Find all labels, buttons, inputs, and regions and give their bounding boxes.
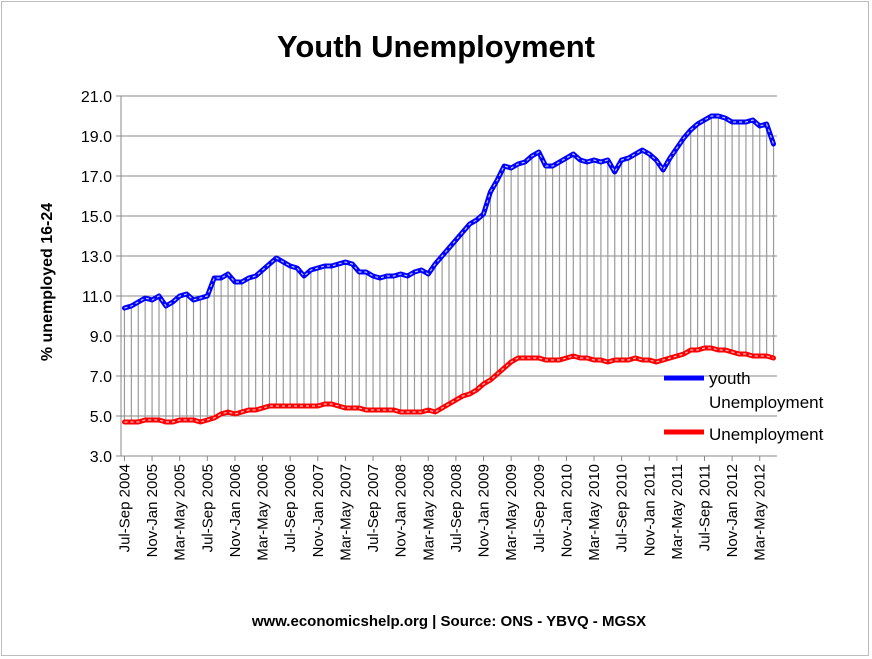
x-tick-label: Mar-May 2007 (337, 464, 354, 561)
y-tick-label: 7.0 (90, 369, 112, 386)
y-tick-label: 5.0 (90, 409, 112, 426)
x-tick-labels: Jul-Sep 2004 Nov-Jan 2005 Mar-May 2005 Jul-… (116, 456, 769, 561)
x-tick-label: Nov-Jan 2007 (310, 464, 327, 557)
y-tick-label: 19.0 (81, 129, 112, 146)
y-tick-label: 3.0 (90, 449, 112, 466)
x-tick-label: Mar-May 2006 (255, 464, 272, 561)
x-tick-label: Jul-Sep 2010 (614, 464, 631, 552)
x-tick-label: Jul-Sep 2004 (116, 464, 133, 552)
x-tick-label: Mar-May 2009 (503, 464, 520, 561)
legend-label-unemployment: Unemployment (709, 425, 824, 444)
drop-lines (123, 116, 775, 422)
x-tick-label: Jul-Sep 2011 (696, 464, 713, 551)
y-tick-label: 17.0 (81, 169, 112, 186)
x-tick-label: Nov-Jan 2006 (227, 464, 244, 557)
x-tick-label: Mar-May 2008 (420, 464, 437, 561)
series-line-highlight (124, 115, 775, 309)
chart-title: Youth Unemployment (277, 29, 595, 64)
x-tick-label: Nov-Jan 2012 (724, 464, 741, 557)
x-tick-label: Jul-Sep 2009 (531, 464, 548, 552)
x-tick-label: Jul-Sep 2008 (448, 464, 465, 552)
y-tick-label: 11.0 (82, 289, 112, 306)
axes (120, 96, 777, 457)
x-tick-label: Mar-May 2010 (586, 464, 603, 561)
series-line-unemployment (122, 345, 776, 425)
x-tick-label: Nov-Jan 2010 (558, 464, 575, 557)
x-tick-label: Jul-Sep 2006 (282, 464, 299, 552)
legend-label-youth-line2: Unemployment (709, 393, 824, 412)
y-tick-label: 13.0 (81, 249, 112, 266)
y-tick-label: 9.0 (90, 329, 112, 346)
y-tick-labels: 3.0 5.0 7.0 9.0 11.0 13.0 15.0 17.0 19.0 21.0 (81, 89, 121, 466)
x-tick-label: Jul-Sep 2007 (365, 464, 382, 552)
series-lines (122, 113, 776, 425)
x-tick-label: Mar-May 2011 (669, 464, 686, 560)
x-tick-label: Nov-Jan 2008 (393, 464, 410, 557)
y-tick-label: 15.0 (81, 209, 112, 226)
x-tick-label: Mar-May 2005 (172, 464, 189, 561)
x-tick-label: Nov-Jan 2011 (641, 464, 658, 556)
x-tick-label: Nov-Jan 2005 (144, 464, 161, 557)
legend: youth Unemployment Unemployment (664, 369, 824, 444)
x-tick-label: Mar-May 2012 (752, 464, 769, 561)
source-note: www.economicshelp.org | Source: ONS - YB… (251, 613, 646, 630)
legend-label-youth: youth (709, 369, 751, 388)
y-axis-label: % unemployed 16-24 (39, 203, 56, 361)
x-tick-label: Nov-Jan 2009 (476, 464, 493, 557)
y-tick-label: 21.0 (81, 89, 112, 106)
x-tick-label: Jul-Sep 2005 (199, 464, 216, 552)
